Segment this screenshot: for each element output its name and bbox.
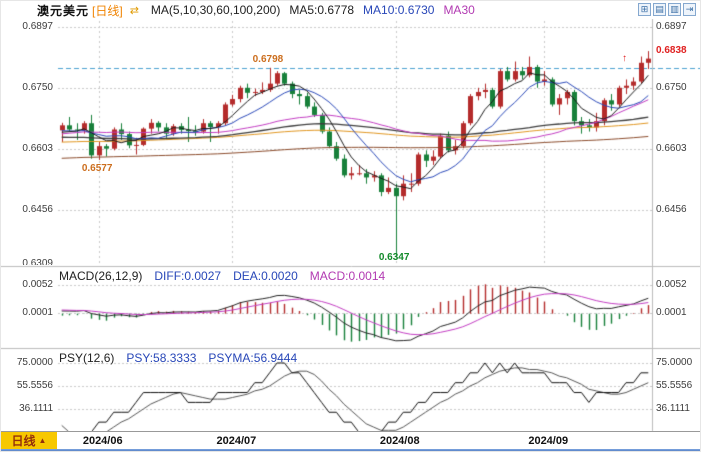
chart-panels: MACD(26,12,9) DIFF:0.0027 DEA:0.0020 MAC…	[1, 19, 700, 451]
x-axis-month-label: 2024/08	[379, 435, 420, 447]
ma10-value-label: MA10:0.6730	[363, 3, 435, 17]
add-panel-icon[interactable]: ⊞	[638, 3, 651, 16]
candle-view-icon[interactable]: ▤	[653, 3, 666, 16]
chart-toolbar: ⊞ ▤ ▥ ⇥	[638, 3, 696, 16]
symbol-title: 澳元美元	[37, 3, 90, 18]
period-tab[interactable]: 日线 ▲	[1, 432, 57, 449]
compare-overlay-icon[interactable]: ⇄	[129, 4, 139, 17]
ma5-value-label: MA5:0.6778	[289, 3, 355, 17]
x-axis-month-label: 2024/07	[216, 435, 257, 447]
triangle-up-icon: ▲	[38, 436, 47, 445]
period-label: [日线]	[92, 3, 123, 18]
x-axis-month-label: 2024/09	[528, 435, 569, 447]
bar-view-icon[interactable]: ▥	[668, 3, 681, 16]
period-tab-label: 日线	[11, 434, 36, 448]
ma30-value-label: MA30	[443, 3, 475, 17]
horizontal-scrollbar[interactable]	[1, 449, 700, 451]
chart-header: 澳元美元 [日线] ⇄ MA(5,10,30,60,100,200) MA5:0…	[1, 1, 700, 19]
chart-canvas[interactable]	[1, 19, 700, 451]
scroll-right-icon[interactable]: ⇥	[683, 3, 696, 16]
x-axis-bar: 日线 ▲ 2024/06 2024/07 2024/08 2024/09	[1, 431, 700, 449]
x-axis-month-label: 2024/06	[82, 435, 123, 447]
ma-params-label: MA(5,10,30,60,100,200)	[150, 3, 281, 17]
